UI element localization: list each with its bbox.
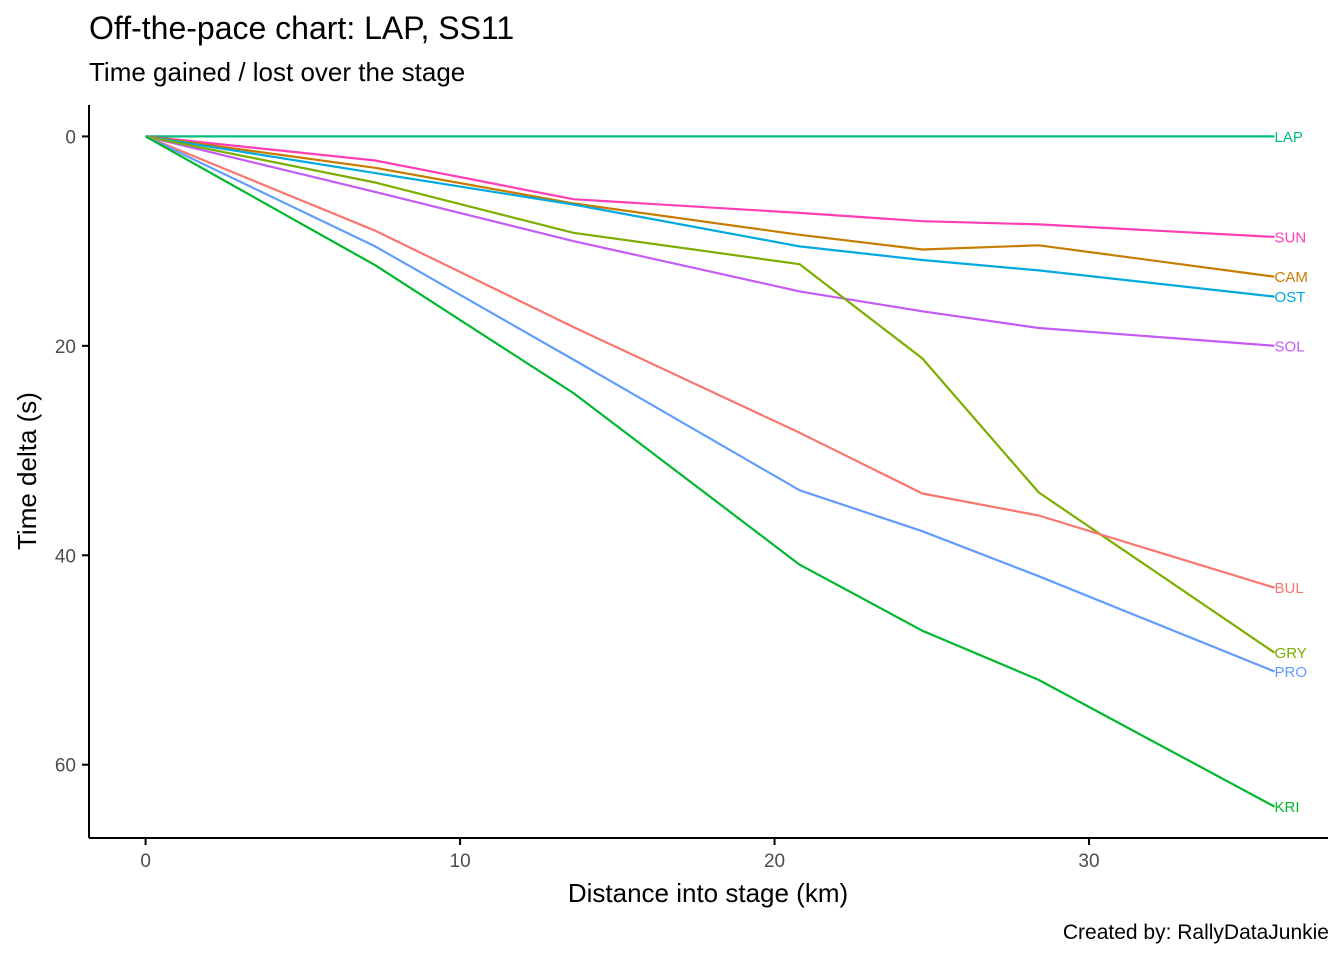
series-line-cam: [145, 135, 1275, 278]
series-label-bul: BUL: [1275, 580, 1304, 597]
series-label-kri: KRI: [1275, 799, 1300, 816]
series-labels: LAP SUN CAM OST SOL GRY BUL PRO KRI: [1275, 129, 1308, 816]
series-line-bul: [145, 135, 1275, 589]
series-label-cam: CAM: [1275, 269, 1308, 286]
series-line-kri: [145, 135, 1276, 808]
x-tick-label: 20: [764, 851, 785, 872]
series-label-sol: SOL: [1275, 338, 1305, 355]
x-axis-title: Distance into stage (km): [568, 878, 848, 908]
series-label-lap: LAP: [1275, 129, 1303, 146]
y-axis-title: Time delta (s): [12, 392, 42, 550]
chart-title: Off-the-pace chart: LAP, SS11: [89, 10, 515, 46]
series-line-sol: [145, 135, 1275, 347]
series-label-gry: GRY: [1275, 645, 1307, 662]
series-line-pro: [145, 135, 1275, 673]
series-line-gry: [145, 135, 1276, 654]
y-tick-label: 60: [55, 756, 76, 777]
y-tick-label: 20: [55, 337, 76, 358]
chart-subtitle: Time gained / lost over the stage: [89, 57, 466, 87]
x-tick-label: 30: [1078, 851, 1099, 872]
chart-caption: Created by: RallyDataJunkie: [1062, 921, 1329, 944]
series-label-pro: PRO: [1275, 664, 1308, 681]
series-label-ost: OST: [1275, 289, 1306, 306]
y-tick-label: 0: [65, 127, 76, 148]
x-tick-label: 10: [450, 851, 471, 872]
x-axis-ticks: 0 10 20 30: [140, 838, 1100, 872]
series-label-sun: SUN: [1275, 229, 1307, 246]
x-tick-label: 0: [140, 851, 151, 872]
y-axis-ticks: 0 20 40 60: [55, 127, 89, 777]
series-line-ost: [145, 135, 1275, 298]
series-lines: [145, 135, 1276, 808]
y-tick-label: 40: [55, 546, 76, 567]
series-line-sun: [145, 135, 1275, 238]
